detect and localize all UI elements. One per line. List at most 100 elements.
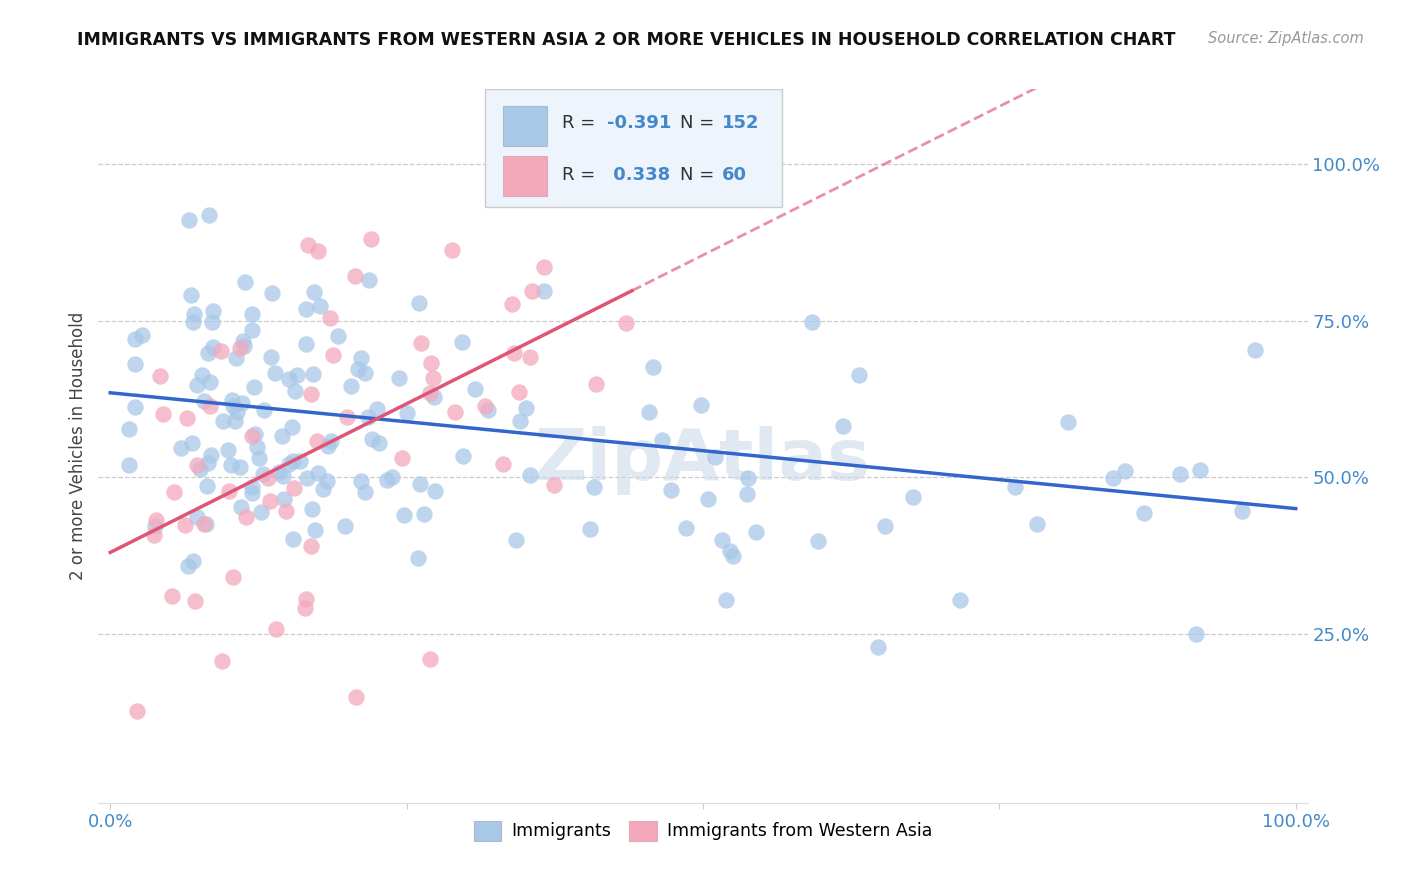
Point <box>360 432 382 446</box>
Text: N =: N = <box>681 114 720 132</box>
Point <box>285 368 308 382</box>
Point <box>533 284 555 298</box>
Text: Source: ZipAtlas.com: Source: ZipAtlas.com <box>1208 31 1364 46</box>
Point <box>1025 517 1047 532</box>
Point <box>388 371 411 385</box>
Point <box>281 532 304 546</box>
Point <box>186 378 208 392</box>
Point <box>152 407 174 421</box>
Point <box>307 244 329 259</box>
Point <box>391 451 413 466</box>
Point <box>294 336 316 351</box>
Point <box>186 458 208 472</box>
Point <box>501 297 523 311</box>
Point <box>173 518 195 533</box>
Point <box>464 382 486 396</box>
Point <box>253 402 276 417</box>
Point <box>866 640 889 654</box>
Text: IMMIGRANTS VS IMMIGRANTS FROM WESTERN ASIA 2 OR MORE VEHICLES IN HOUSEHOLD CORRE: IMMIGRANTS VS IMMIGRANTS FROM WESTERN AS… <box>77 31 1175 49</box>
Point <box>419 386 441 401</box>
Point <box>304 523 326 537</box>
Point <box>392 508 415 522</box>
Point <box>177 213 200 227</box>
Point <box>304 285 326 299</box>
Point <box>295 471 318 485</box>
Point <box>641 359 664 374</box>
Point <box>357 410 380 425</box>
Point <box>225 405 247 419</box>
Point <box>800 315 823 329</box>
Point <box>409 336 432 351</box>
Point <box>118 422 141 436</box>
Y-axis label: 2 or more Vehicles in Household: 2 or more Vehicles in Household <box>69 312 87 580</box>
Point <box>240 480 263 494</box>
Point <box>162 590 184 604</box>
Point <box>585 376 607 391</box>
Point <box>221 392 243 407</box>
Point <box>408 296 430 310</box>
Point <box>335 518 357 533</box>
Point <box>124 358 146 372</box>
Point <box>218 484 240 499</box>
Point <box>294 592 316 607</box>
Text: 0.338: 0.338 <box>607 166 671 184</box>
Point <box>423 483 446 498</box>
Point <box>745 524 768 539</box>
Point <box>195 479 218 493</box>
Point <box>519 351 541 365</box>
Point <box>1132 506 1154 520</box>
Point <box>319 310 342 325</box>
Point <box>519 468 541 483</box>
Point <box>212 414 235 428</box>
Point <box>180 287 202 301</box>
Point <box>423 390 446 404</box>
Point <box>375 473 398 487</box>
Point <box>339 379 361 393</box>
Point <box>675 521 697 535</box>
Point <box>901 490 924 504</box>
Point <box>614 316 637 330</box>
Point <box>1188 463 1211 477</box>
Point <box>1230 504 1253 518</box>
Point <box>142 528 165 542</box>
Point <box>143 518 166 533</box>
Point <box>718 544 741 558</box>
Point <box>343 269 366 284</box>
Text: -0.391: -0.391 <box>607 114 672 132</box>
Point <box>690 397 713 411</box>
Point <box>240 428 263 442</box>
Point <box>419 356 441 370</box>
Point <box>359 273 381 287</box>
Point <box>198 209 221 223</box>
Point <box>202 304 225 318</box>
Point <box>651 434 673 448</box>
Point <box>191 368 214 382</box>
Point <box>263 366 285 380</box>
Point <box>200 315 222 329</box>
Point <box>273 491 295 506</box>
Point <box>1114 464 1136 478</box>
Text: R =: R = <box>561 114 600 132</box>
Point <box>949 592 972 607</box>
Point <box>232 334 254 349</box>
Point <box>233 339 256 353</box>
Point <box>419 652 441 666</box>
Point <box>131 328 153 343</box>
Point <box>543 172 565 186</box>
Point <box>450 334 472 349</box>
Point <box>197 456 219 470</box>
Point <box>1244 343 1267 357</box>
Point <box>181 554 204 568</box>
Point <box>344 690 367 704</box>
Point <box>224 414 246 428</box>
Point <box>735 487 758 501</box>
Point <box>297 238 319 252</box>
Text: ZipAtlas: ZipAtlas <box>536 425 870 495</box>
Point <box>231 396 253 410</box>
Point <box>229 460 252 475</box>
Point <box>492 457 515 471</box>
Point <box>201 341 224 355</box>
Point <box>186 510 208 524</box>
Point <box>591 173 613 187</box>
Legend: Immigrants, Immigrants from Western Asia: Immigrants, Immigrants from Western Asia <box>467 814 939 847</box>
